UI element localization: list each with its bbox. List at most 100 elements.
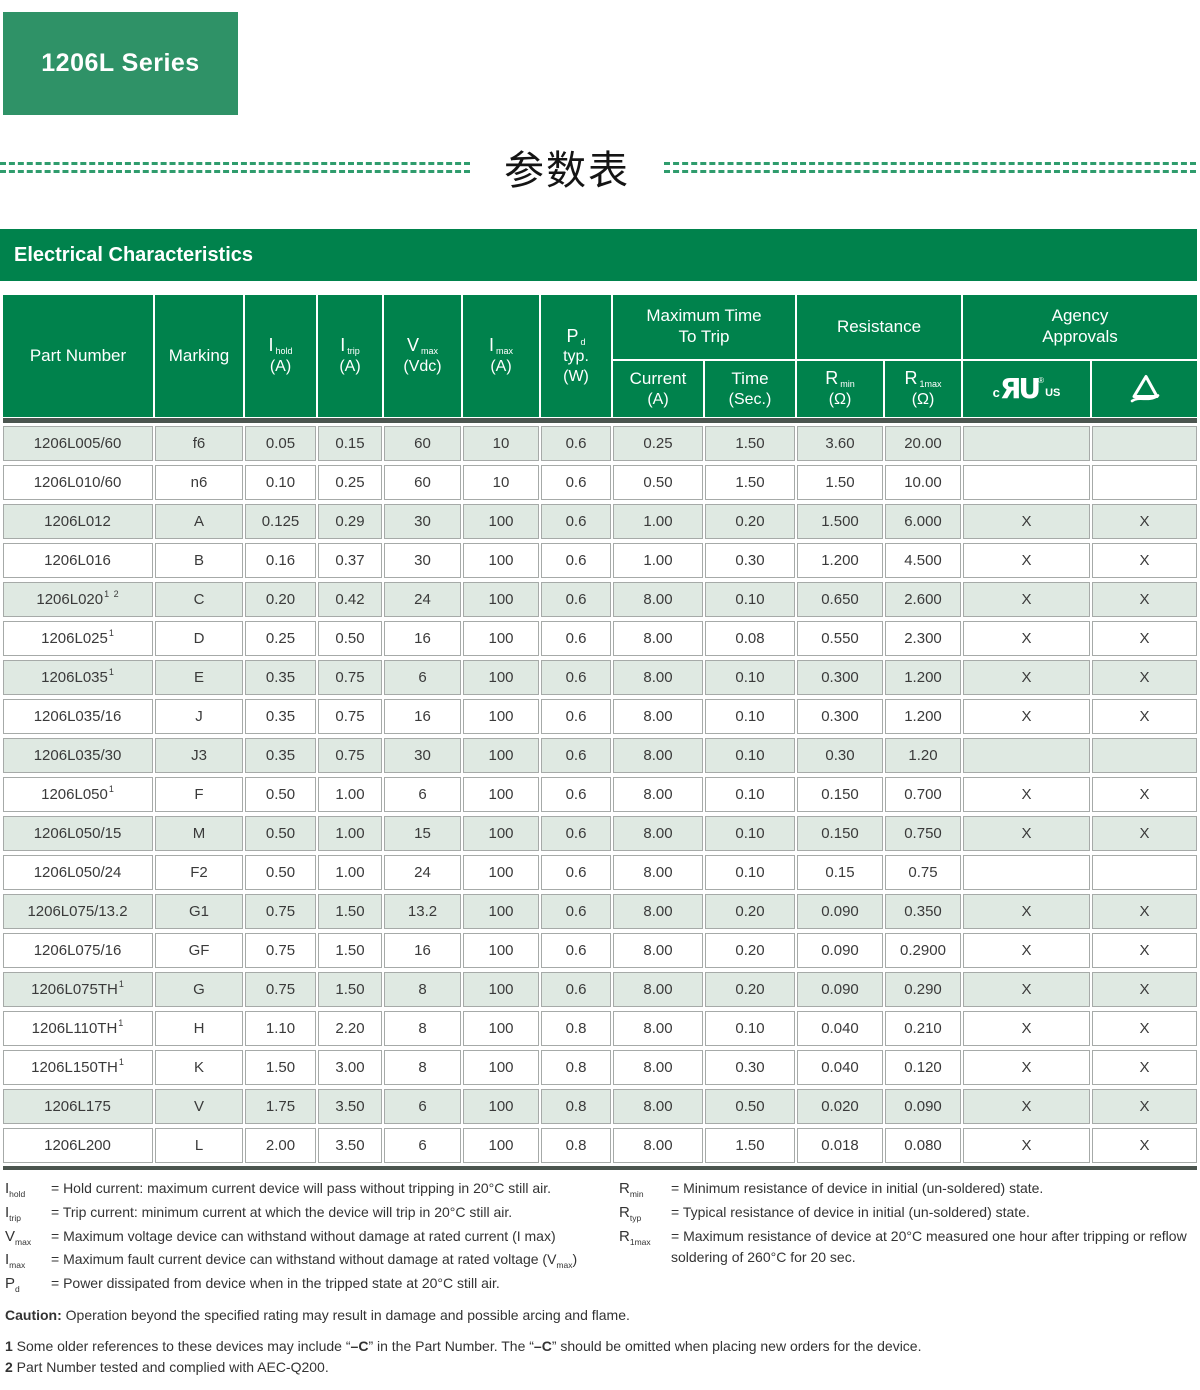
cell-r-min: 0.30 [797,738,883,773]
cell-trip-current: 8.00 [613,933,703,968]
cell-tuv-approval: X [1092,777,1197,812]
cell-marking: C [155,582,243,617]
cell-trip-time: 0.20 [705,894,795,929]
cell-marking: A [155,504,243,539]
cell-trip-time: 0.10 [705,582,795,617]
cell-trip-current: 8.00 [613,621,703,656]
cell-r-1max: 2.600 [885,582,961,617]
cell-ul-approval: X [963,777,1090,812]
cell-v-max: 6 [384,660,461,695]
cell-i-hold: 2.00 [245,1128,316,1163]
cell-trip-current: 0.25 [613,426,703,461]
cell-r-min: 0.040 [797,1011,883,1046]
table-body: 1206L005/60 f6 0.05 0.15 60 10 0.6 0.25 … [3,426,1197,1163]
cell-i-hold: 0.35 [245,660,316,695]
tuv-triangle-icon [1130,375,1159,403]
cell-p-d: 0.6 [541,660,611,695]
cell-trip-current: 8.00 [613,1128,703,1163]
cell-i-trip: 3.00 [318,1050,382,1085]
cell-marking: M [155,816,243,851]
cell-trip-current: 8.00 [613,738,703,773]
cell-i-trip: 0.50 [318,621,382,656]
cell-tuv-approval: X [1092,894,1197,929]
cell-v-max: 24 [384,582,461,617]
cell-trip-current: 8.00 [613,1089,703,1124]
cell-p-d: 0.6 [541,777,611,812]
cell-i-trip: 1.00 [318,855,382,890]
cell-marking: F [155,777,243,812]
cell-trip-current: 8.00 [613,699,703,734]
cell-part-number: 1206L035/16 [3,699,153,734]
cul-us-mark-icon: c ЯU ® US [992,371,1061,405]
footnote-2: 2 Part Number tested and complied with A… [5,1358,329,1375]
table-row: 1206L200 L 2.00 3.50 6 100 0.8 8.00 1.50… [3,1128,1197,1163]
cell-r-min: 0.550 [797,621,883,656]
cell-v-max: 13.2 [384,894,461,929]
table-row: 1206L016 B 0.16 0.37 30 100 0.6 1.00 0.3… [3,543,1197,578]
cell-p-d: 0.6 [541,621,611,656]
cell-trip-current: 1.00 [613,543,703,578]
cell-i-hold: 0.75 [245,894,316,929]
cell-ul-approval: X [963,933,1090,968]
cell-part-number: 1206L035/30 [3,738,153,773]
table-row: 1206L075TH 1 G 0.75 1.50 8 100 0.6 8.00 0… [3,972,1197,1007]
cell-trip-current: 8.00 [613,1011,703,1046]
cell-v-max: 30 [384,504,461,539]
cell-r-1max: 0.090 [885,1089,961,1124]
cell-i-hold: 0.20 [245,582,316,617]
cell-p-d: 0.6 [541,699,611,734]
note-item: R1max = Maximum resistance of device at 2… [619,1227,1187,1265]
cell-i-trip: 0.75 [318,660,382,695]
cell-part-number: 1206L050/24 [3,855,153,890]
cell-v-max: 6 [384,1089,461,1124]
table-row: 1206L050/24 F2 0.50 1.00 24 100 0.6 8.00… [3,855,1197,890]
cell-r-min: 0.150 [797,816,883,851]
cell-i-hold: 0.25 [245,621,316,656]
header-group-resistance: Resistance [797,295,961,359]
cell-i-trip: 0.29 [318,504,382,539]
cell-i-hold: 0.05 [245,426,316,461]
cell-p-d: 0.6 [541,543,611,578]
cell-r-1max: 0.120 [885,1050,961,1085]
cell-part-number: 1206L075/16 [3,933,153,968]
cell-v-max: 16 [384,933,461,968]
cell-trip-time: 0.10 [705,738,795,773]
cell-v-max: 6 [384,777,461,812]
cell-part-number: 1206L012 [3,504,153,539]
cell-ul-approval: X [963,816,1090,851]
notes-left: Ihold = Hold current: maximum current dev… [5,1178,613,1297]
cell-trip-time: 0.10 [705,660,795,695]
series-badge-label: 1206L Series [41,49,200,77]
cell-i-max: 100 [463,1011,539,1046]
cell-p-d: 0.6 [541,582,611,617]
cell-i-max: 100 [463,894,539,929]
cell-r-1max: 20.00 [885,426,961,461]
cell-p-d: 0.6 [541,855,611,890]
cell-i-max: 100 [463,933,539,968]
cell-marking: K [155,1050,243,1085]
cell-i-hold: 0.125 [245,504,316,539]
cell-marking: H [155,1011,243,1046]
cell-r-1max: 1.200 [885,699,961,734]
cell-ul-approval: X [963,504,1090,539]
table-row: 1206L035/30 J3 0.35 0.75 30 100 0.6 8.00… [3,738,1197,773]
cell-trip-current: 0.50 [613,465,703,500]
cell-r-1max: 10.00 [885,465,961,500]
series-badge: 1206L Series [3,12,238,115]
cell-tuv-approval: X [1092,582,1197,617]
table-row: 1206L005/60 f6 0.05 0.15 60 10 0.6 0.25 … [3,426,1197,461]
cell-r-min: 0.090 [797,894,883,929]
cell-ul-approval: X [963,621,1090,656]
cell-marking: L [155,1128,243,1163]
cell-trip-current: 8.00 [613,1050,703,1085]
cell-marking: E [155,660,243,695]
cell-v-max: 16 [384,621,461,656]
cell-i-hold: 0.75 [245,972,316,1007]
cell-ul-approval: X [963,1089,1090,1124]
cell-i-max: 100 [463,777,539,812]
cell-v-max: 60 [384,426,461,461]
cell-ul-approval [963,738,1090,773]
